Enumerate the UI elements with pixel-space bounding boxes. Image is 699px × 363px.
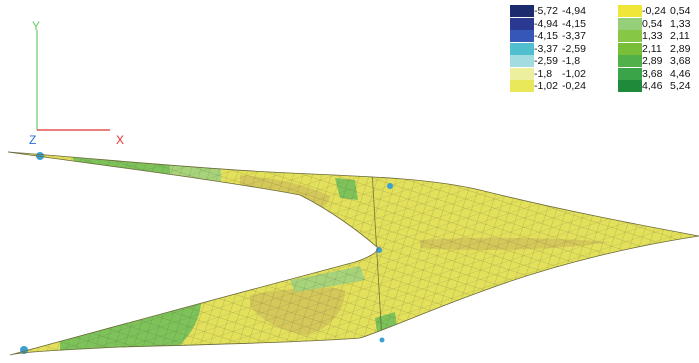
- legend-range-to: -4,94: [562, 5, 586, 17]
- legend-range-to: 4,46: [670, 67, 691, 80]
- legend-range-to: -4,15: [562, 17, 586, 30]
- legend-swatch: [618, 30, 642, 42]
- legend-range-to: -1,02: [562, 67, 586, 80]
- color-legend: -5,72 -4,94 -4,94 -4,15 -4,15 -3,37 -3,37 -2,59…: [510, 5, 699, 95]
- blue-spot-notch: [376, 247, 382, 253]
- legend-range-to: 0,54: [670, 5, 691, 17]
- legend-entry: -1,8 -1,02: [510, 67, 588, 80]
- legend-entry: -5,72 -4,94: [510, 5, 588, 17]
- blue-spot-lower: [379, 337, 385, 343]
- legend-swatch: [510, 80, 534, 92]
- legend-swatch: [618, 42, 642, 55]
- legend-entry: 1,33 2,11: [618, 30, 696, 42]
- legend-range-from: -4,15: [534, 30, 558, 42]
- legend-entry: -1,02 -0,24: [510, 80, 588, 92]
- legend-swatch: [510, 55, 534, 67]
- y-axis-label: Y: [32, 19, 40, 33]
- legend-range-from: -0,24: [642, 5, 666, 17]
- legend-range-from: 3,68: [642, 67, 663, 80]
- legend-swatch: [618, 67, 642, 80]
- legend-entry: -3,37 -2,59: [510, 42, 588, 55]
- z-axis-label: Z: [29, 133, 36, 147]
- legend-swatch: [618, 17, 642, 30]
- legend-range-to: -3,37: [562, 30, 586, 42]
- legend-entry: 2,11 2,89: [618, 42, 696, 55]
- legend-entry: -2,59 -1,8: [510, 55, 588, 67]
- legend-range-from: 0,54: [642, 17, 663, 30]
- legend-swatch: [618, 5, 642, 17]
- legend-range-from: -3,37: [534, 42, 558, 55]
- legend-range-from: 1,33: [642, 30, 663, 42]
- plate-outline: [7, 151, 699, 356]
- legend-range-from: -5,72: [534, 5, 558, 17]
- legend-entry: 3,68 4,46: [618, 67, 696, 80]
- legend-entry: -4,15 -3,37: [510, 30, 588, 42]
- legend-swatch: [618, 80, 642, 92]
- legend-range-from: -1,8: [534, 67, 553, 80]
- legend-range-from: 2,11: [642, 42, 662, 55]
- legend-swatch: [618, 55, 642, 67]
- x-axis-label: X: [116, 133, 124, 147]
- legend-entry: 2,89 3,68: [618, 55, 696, 67]
- legend-range-to: 2,89: [670, 42, 691, 55]
- legend-entry: 4,46 5,24: [618, 80, 696, 92]
- legend-range-to: 1,33: [670, 17, 691, 30]
- legend-range-from: 2,89: [642, 55, 663, 67]
- legend-range-to: 5,24: [670, 80, 691, 92]
- legend-range-to: 3,68: [670, 55, 691, 67]
- legend-range-from: -1,02: [534, 80, 558, 92]
- legend-range-from: -4,94: [534, 17, 558, 30]
- legend-swatch: [510, 67, 534, 80]
- blue-spot-upper: [387, 183, 393, 189]
- legend-range-to: -2,59: [562, 42, 586, 55]
- legend-entry: -4,94 -4,15: [510, 17, 588, 30]
- legend-entry: -0,24 0,54: [618, 5, 696, 17]
- legend-range-to: -1,8: [562, 55, 581, 67]
- legend-entry: 0,54 1,33: [618, 17, 696, 30]
- legend-range-to: 2,11: [670, 30, 690, 42]
- legend-swatch: [510, 30, 534, 42]
- legend-range-from: -2,59: [534, 55, 558, 67]
- legend-swatch: [510, 42, 534, 55]
- legend-swatch: [510, 17, 534, 30]
- legend-range-from: 4,46: [642, 80, 663, 92]
- legend-range-to: -0,24: [562, 80, 586, 92]
- legend-swatch: [510, 5, 534, 17]
